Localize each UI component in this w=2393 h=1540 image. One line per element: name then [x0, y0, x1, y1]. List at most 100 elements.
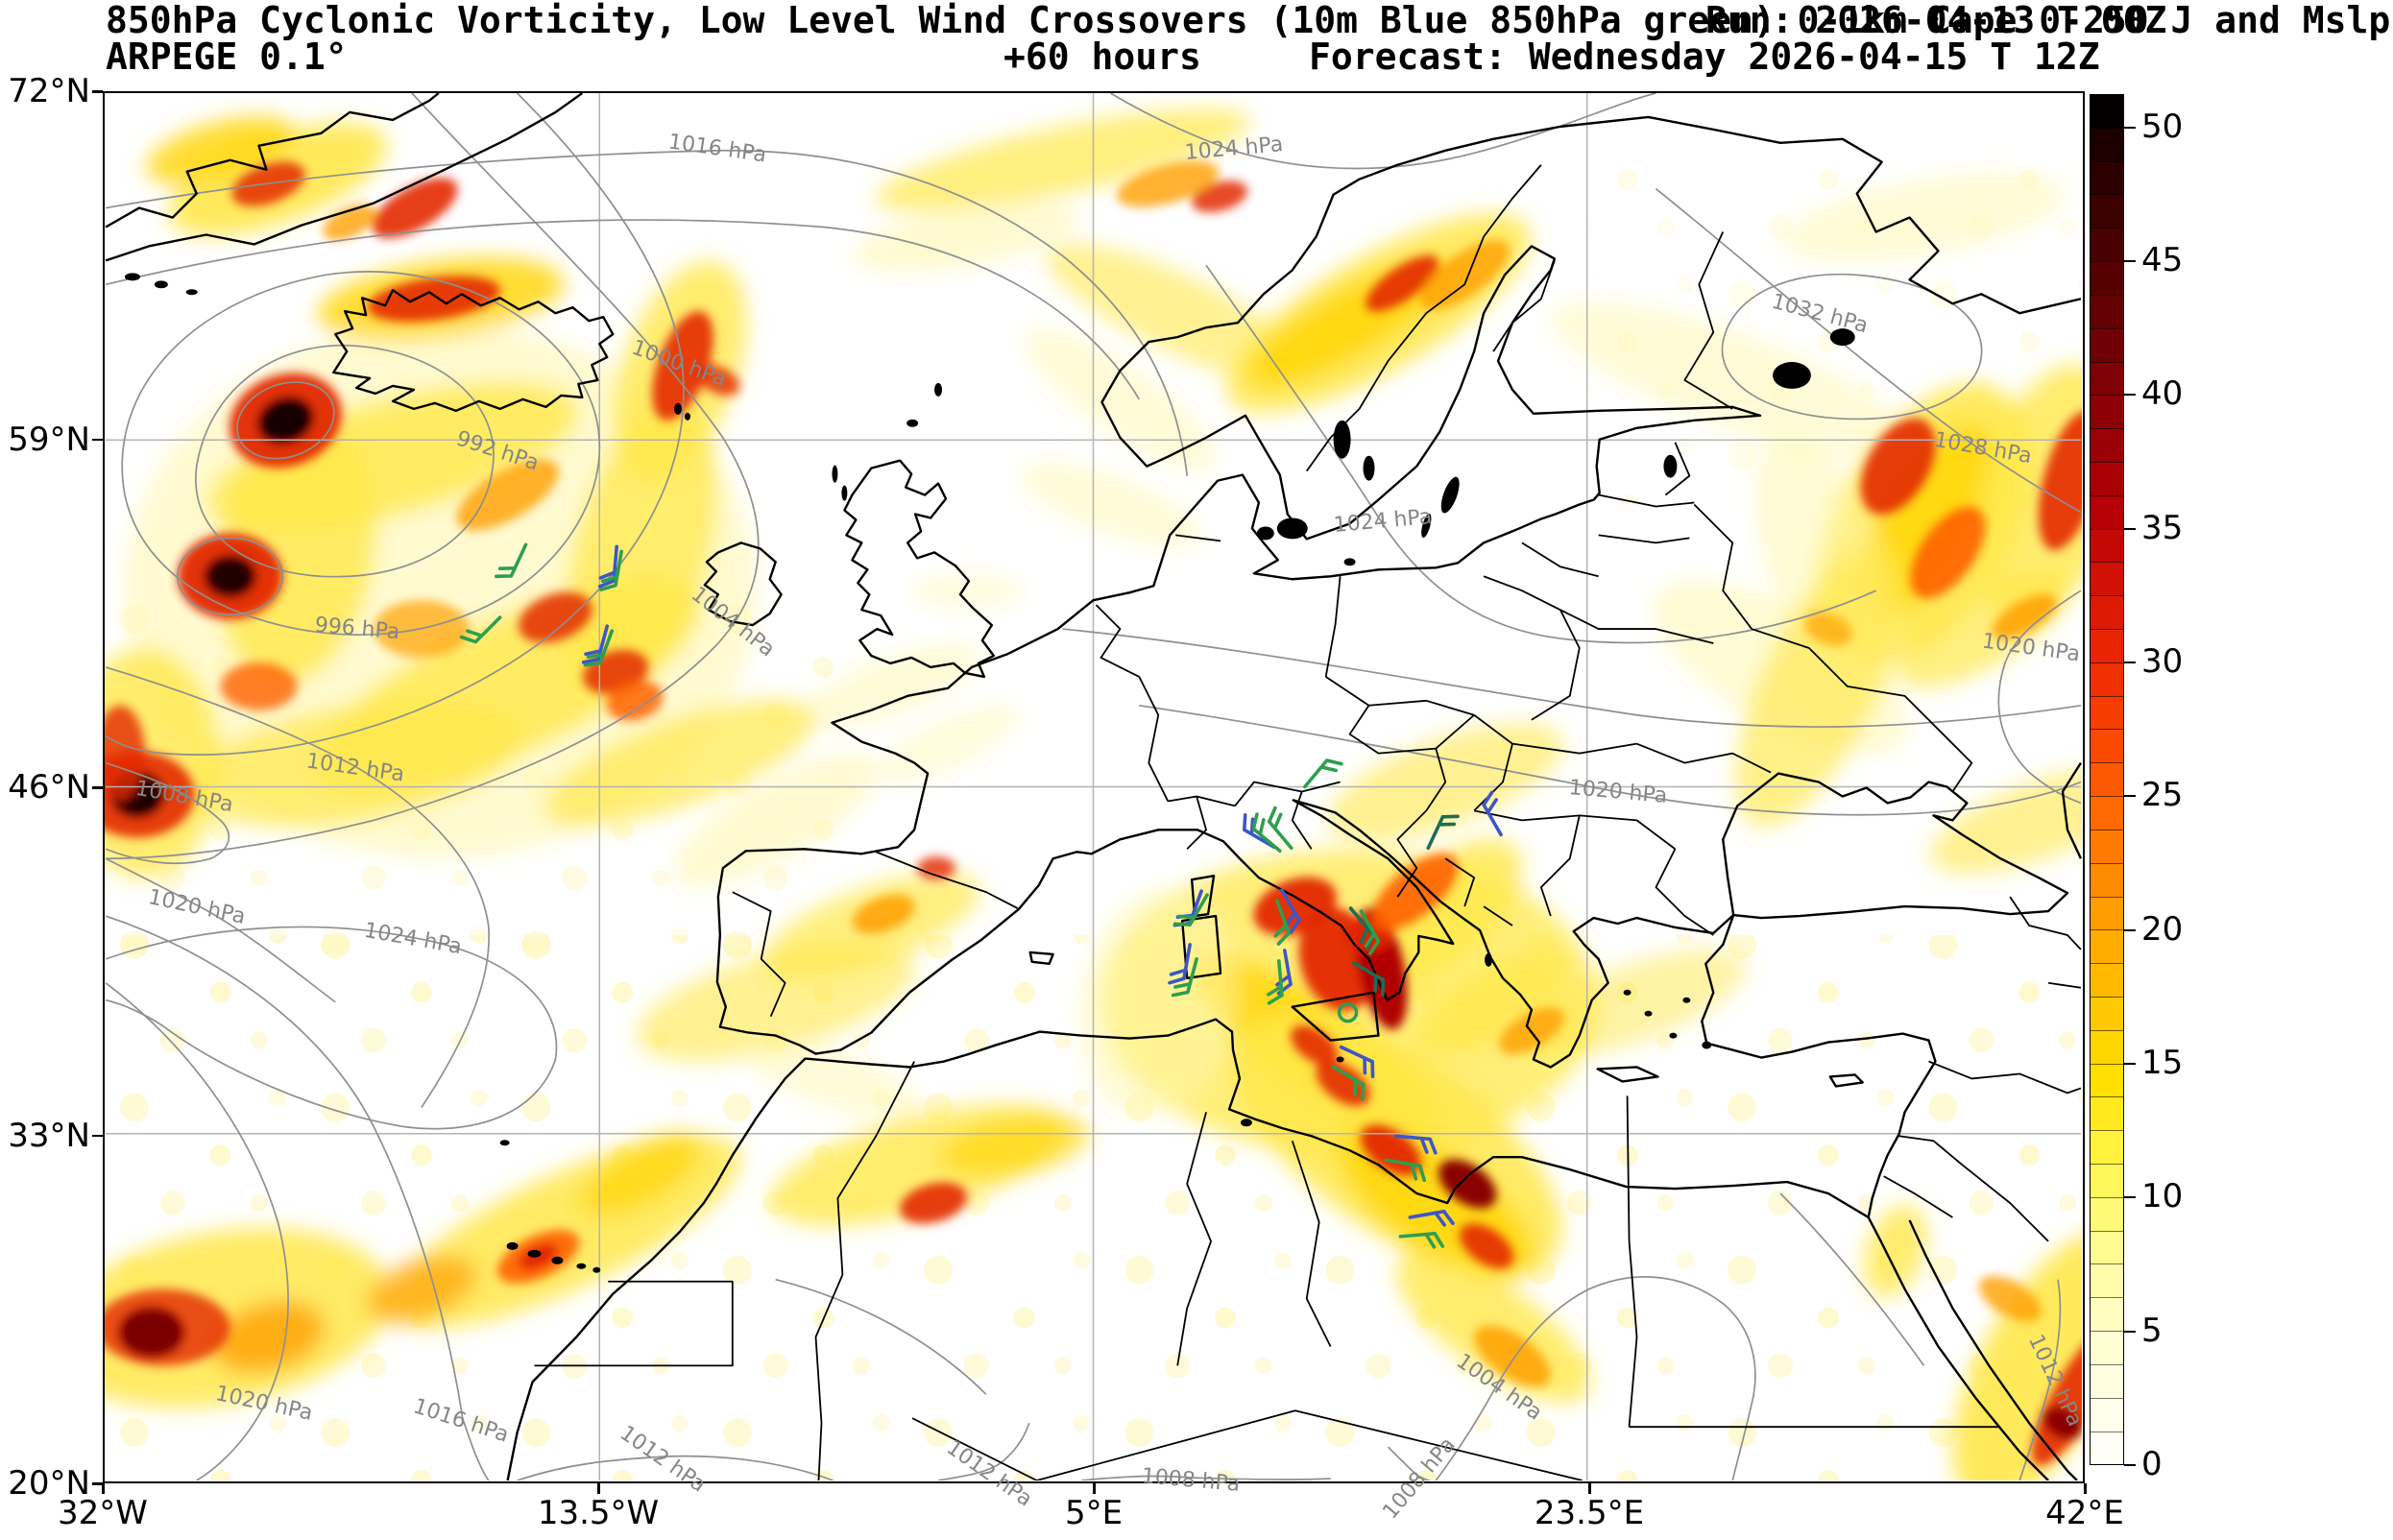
forecast-valid-label: Forecast: Wednesday 2026-04-15 T 12Z	[1309, 36, 2100, 78]
colorbar-tick-mark	[2124, 795, 2136, 798]
chart-title: 850hPa Cyclonic Vorticity, Low Level Win…	[106, 0, 2391, 41]
colorbar-segment	[2091, 128, 2123, 162]
colorbar-segment	[2091, 195, 2123, 229]
colorbar-segment	[2091, 730, 2123, 764]
wind-barb-icon	[1359, 909, 1381, 955]
y-tick-mark	[92, 438, 103, 441]
isobar-layer	[105, 93, 2082, 1480]
border-layer	[534, 164, 2082, 1480]
colorbar-segment	[2091, 830, 2123, 864]
colorbar-segment	[2091, 95, 2123, 129]
graticule-layer	[106, 93, 2081, 1480]
colorbar-segment	[2091, 396, 2123, 430]
colorbar-tick-mark	[2124, 126, 2136, 129]
x-tick-label: 13.5°W	[537, 1494, 660, 1532]
colorbar-segment	[2091, 1298, 2123, 1333]
colorbar-segment	[2091, 229, 2123, 263]
wind-barb-icon	[599, 549, 623, 591]
calm-wind-icon	[1337, 1001, 1359, 1023]
wind-barb-icon	[1302, 758, 1343, 789]
colorbar-tick-label: 25	[2141, 776, 2184, 815]
wind-barb-icon	[494, 542, 528, 579]
vorticity-core-layer	[105, 160, 2082, 1466]
wind-barb-icon	[1339, 1045, 1375, 1079]
colorbar-tick-mark	[2124, 527, 2136, 530]
x-tick-label: 5°E	[1064, 1494, 1124, 1532]
wind-barb-icon	[1267, 806, 1293, 851]
colorbar-tick-label: 0	[2141, 1445, 2163, 1483]
x-tick-label: 42°E	[2045, 1494, 2124, 1532]
colorbar-segment	[2091, 462, 2123, 496]
colorbar-tick-label: 45	[2141, 241, 2184, 280]
map-plot-area	[103, 91, 2085, 1483]
colorbar-segment	[2091, 630, 2123, 663]
colorbar-segment	[2091, 295, 2123, 329]
wind-barb-icon	[597, 544, 619, 589]
x-tick-mark	[1093, 1483, 1096, 1494]
colorbar-segment	[2091, 1197, 2123, 1232]
colorbar-tick-label: 50	[2141, 107, 2184, 146]
colorbar-segment	[2091, 1131, 2123, 1165]
y-tick-mark	[92, 1134, 103, 1137]
colorbar-segment	[2091, 1231, 2123, 1265]
colorbar	[2090, 94, 2124, 1465]
colorbar-segment	[2091, 1064, 2123, 1098]
colorbar-segment	[2091, 662, 2123, 697]
wind-barb-icon	[1267, 959, 1284, 1005]
wind-barb-icon	[583, 629, 615, 667]
wind-barb-icon	[1242, 812, 1276, 850]
colorbar-segment	[2091, 696, 2123, 731]
model-label: ARPEGE 0.1°	[106, 36, 348, 78]
colorbar-tick-label: 40	[2141, 374, 2184, 414]
coastline-layer	[105, 93, 2082, 1480]
colorbar-segment	[2091, 1097, 2123, 1132]
colorbar-segment	[2091, 897, 2123, 931]
colorbar-segment	[2091, 262, 2123, 296]
run-timestamp: Run: 2026-04-13 T 00Z	[1705, 0, 2167, 41]
colorbar-segment	[2091, 1030, 2123, 1065]
lead-time-label: +60 hours	[1003, 36, 1201, 78]
y-tick-label: 33°N	[8, 1116, 90, 1155]
wind-barb-icon	[1426, 814, 1460, 851]
colorbar-segment	[2091, 563, 2123, 597]
wind-barb-icon	[1351, 961, 1386, 998]
colorbar-segment	[2091, 362, 2123, 397]
colorbar-segment	[2091, 429, 2123, 463]
colorbar-segment	[2091, 1364, 2123, 1399]
y-tick-mark	[92, 1482, 103, 1485]
y-tick-label: 46°N	[8, 768, 90, 806]
wind-barb-icon	[1280, 888, 1301, 935]
colorbar-tick-mark	[2124, 1330, 2136, 1333]
colorbar-segment	[2091, 1398, 2123, 1432]
wind-barb-icon	[1384, 1158, 1427, 1183]
colorbar-tick-label: 15	[2141, 1044, 2184, 1083]
colorbar-segment	[2091, 161, 2123, 196]
colorbar-segment	[2091, 1165, 2123, 1198]
wind-barb-icon	[1398, 1231, 1445, 1249]
x-tick-label: 23.5°E	[1534, 1494, 1645, 1532]
wind-barb-layer	[459, 542, 1503, 1249]
wind-barb-icon	[1408, 1209, 1455, 1227]
colorbar-segment	[2091, 596, 2123, 630]
wind-barb-icon	[1168, 943, 1192, 985]
y-tick-label: 20°N	[8, 1464, 90, 1503]
x-tick-mark	[597, 1483, 600, 1494]
wind-barb-icon	[1331, 1065, 1366, 1101]
wind-barb-icon	[459, 615, 502, 644]
island-lake-layer	[124, 273, 1855, 1273]
colorbar-tick-mark	[2124, 662, 2136, 664]
colorbar-tick-label: 10	[2141, 1177, 2184, 1216]
y-tick-label: 59°N	[8, 420, 90, 459]
colorbar-segment	[2091, 863, 2123, 898]
x-tick-mark	[1588, 1483, 1591, 1494]
colorbar-segment	[2091, 930, 2123, 965]
wind-barb-icon	[1171, 957, 1198, 998]
x-tick-mark	[2084, 1483, 2087, 1494]
colorbar-segment	[2091, 1264, 2123, 1299]
colorbar-tick-mark	[2124, 260, 2136, 263]
colorbar-tick-label: 30	[2141, 642, 2184, 682]
x-tick-label: 32°W	[58, 1494, 148, 1532]
colorbar-tick-label: 5	[2141, 1311, 2163, 1350]
colorbar-tick-mark	[2124, 1063, 2136, 1066]
